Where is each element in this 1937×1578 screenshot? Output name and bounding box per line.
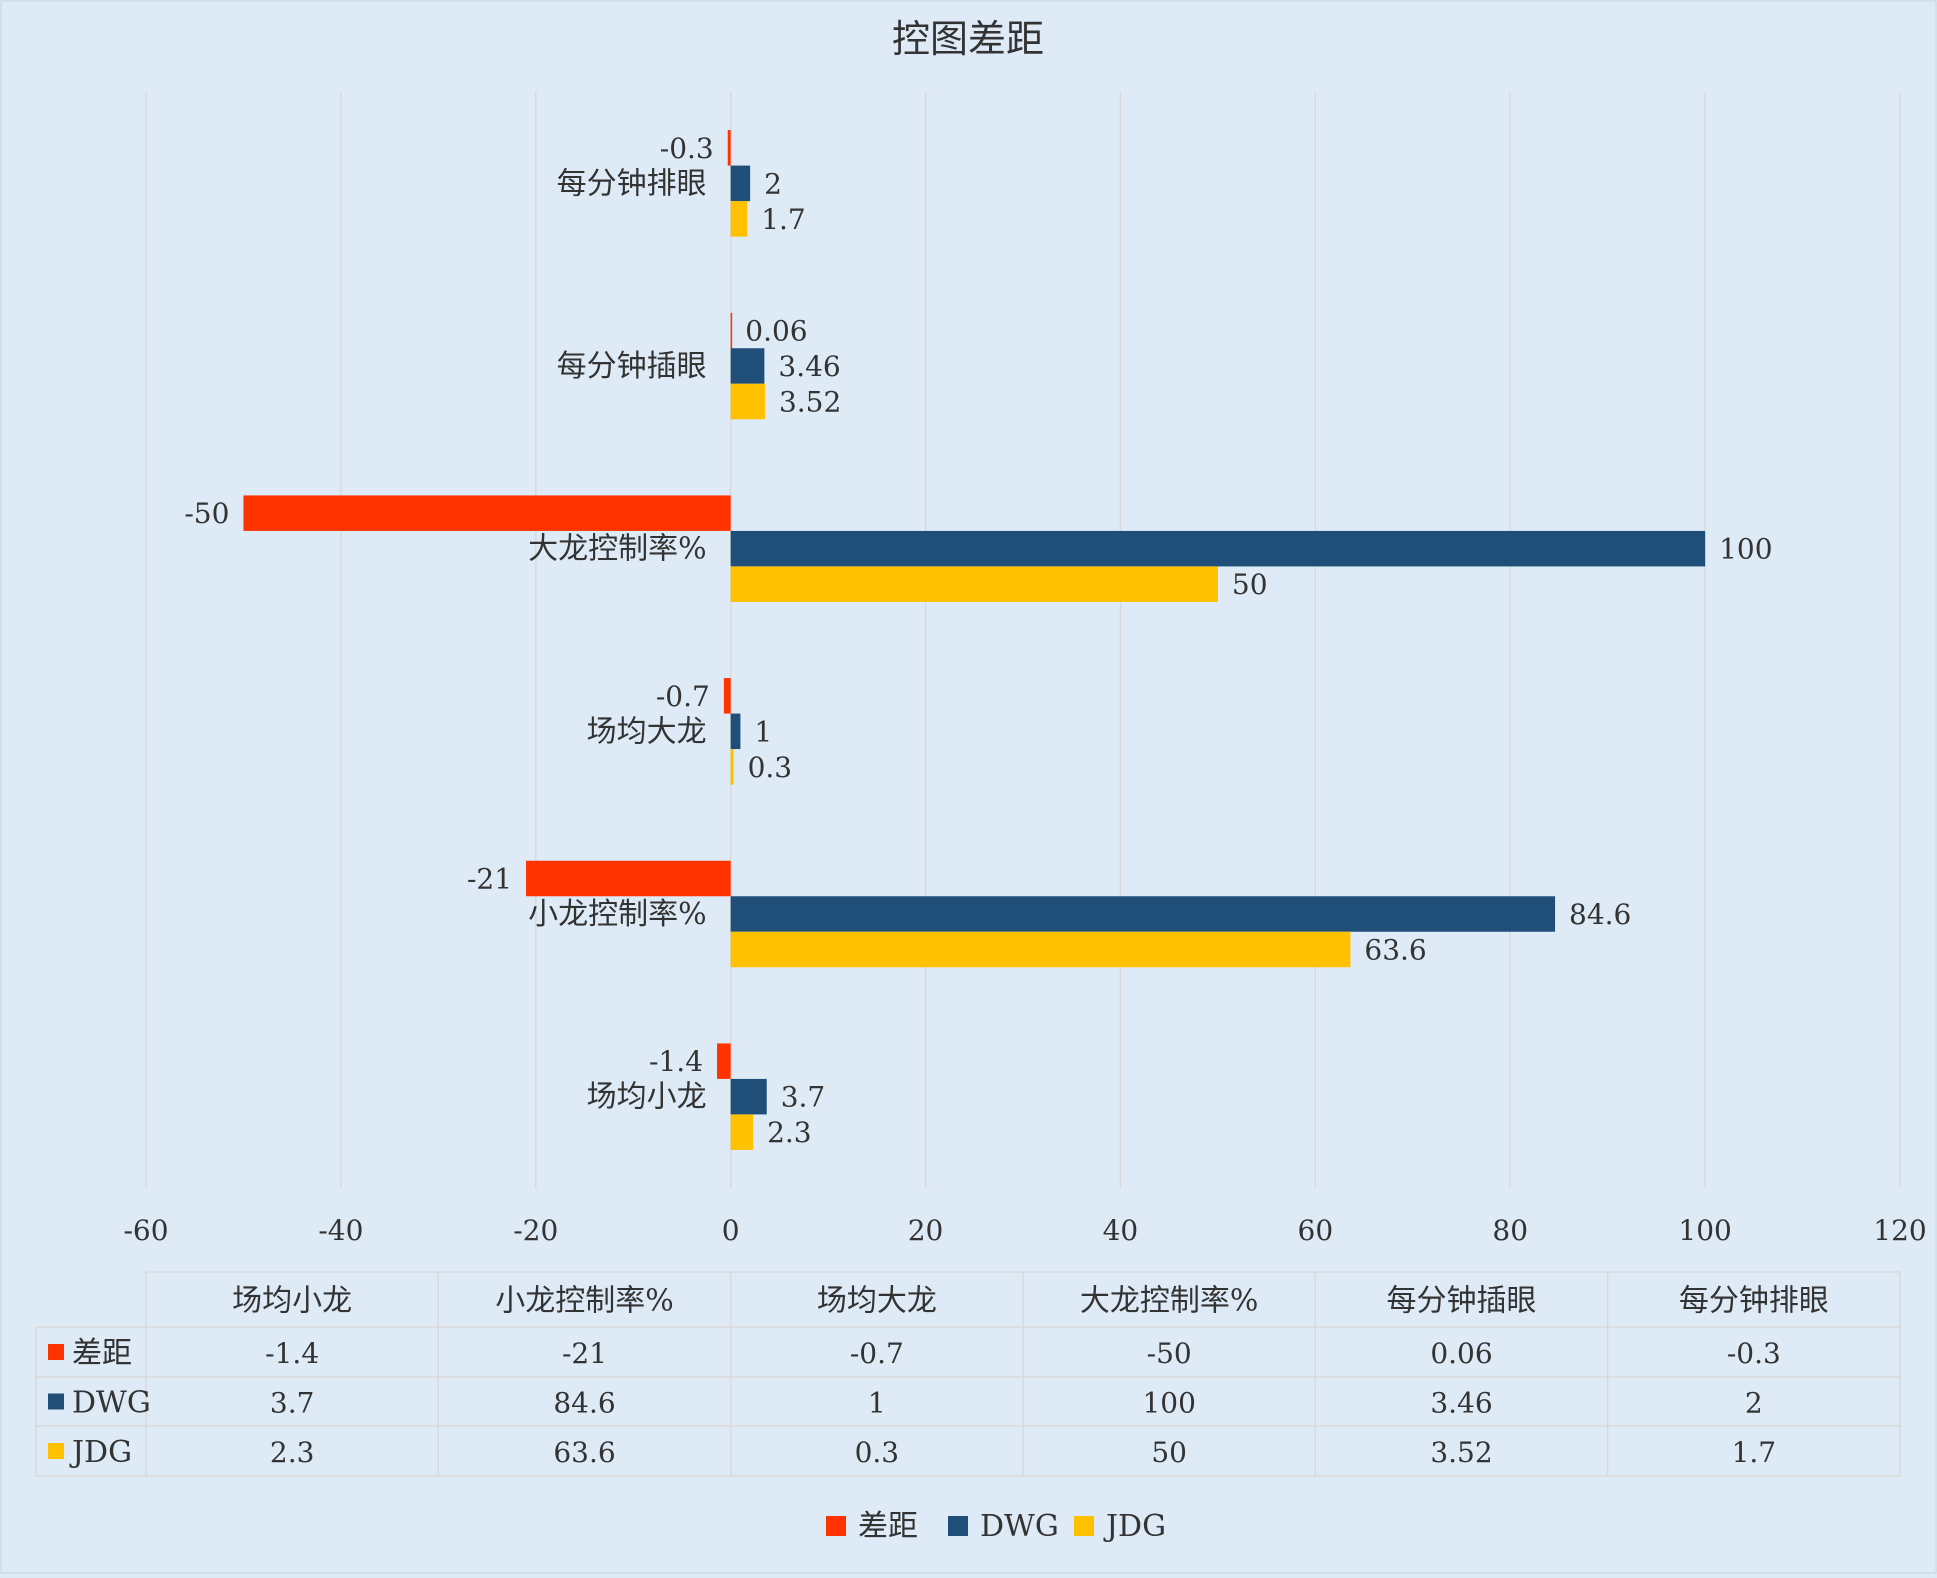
bar-差距-1 — [526, 860, 731, 897]
data-label: 50 — [1232, 568, 1268, 601]
data-label: -0.7 — [656, 680, 710, 713]
table-cell: 84.6 — [553, 1387, 615, 1420]
data-label: 3.46 — [778, 350, 840, 383]
bar-JDG-1 — [730, 931, 1351, 968]
legend: 差距 DWG JDG — [826, 1509, 1166, 1544]
data-label: 0.06 — [745, 315, 807, 348]
table-cell: -50 — [1147, 1337, 1192, 1370]
category-label: 场均大龙 — [587, 714, 707, 749]
table-header-cell: 每分钟排眼 — [1679, 1284, 1829, 1319]
legend-label: DWG — [980, 1509, 1059, 1544]
data-label: 2 — [764, 167, 782, 200]
data-label: -1.4 — [649, 1045, 703, 1078]
table-cell: 0.06 — [1430, 1337, 1492, 1370]
bar-DWG-2 — [730, 713, 741, 750]
bar-DWG-3 — [730, 530, 1706, 567]
table-cell: 50 — [1151, 1436, 1187, 1469]
bar-JDG-0 — [730, 1114, 754, 1150]
table-cell: 3.7 — [270, 1387, 315, 1420]
table-cell: -21 — [562, 1337, 607, 1370]
data-label: 2.3 — [767, 1116, 812, 1149]
table-header-cell: 场均小龙 — [232, 1284, 352, 1319]
x-tick-label: 40 — [1103, 1214, 1139, 1247]
bar-JDG-5 — [730, 201, 748, 237]
table-cell: 2 — [1745, 1387, 1763, 1420]
bar-DWG-0 — [730, 1078, 767, 1115]
data-label: 1.7 — [761, 203, 806, 236]
data-label: 84.6 — [1569, 898, 1631, 931]
data-label: -0.3 — [660, 132, 714, 165]
table-cell: -0.3 — [1727, 1337, 1781, 1370]
bar-JDG-4 — [730, 383, 765, 420]
table-header-cell: 小龙控制率% — [495, 1284, 674, 1319]
table-row-label: DWG — [72, 1386, 151, 1421]
x-tick-label: 100 — [1678, 1214, 1731, 1247]
x-tick-label: -20 — [513, 1214, 558, 1247]
table-row-label: JDG — [69, 1435, 132, 1470]
table-cell: 0.3 — [855, 1436, 900, 1469]
data-labels: -1.4 3.72.3 场均小龙 -21 84.6 63.6 小龙控制率% -0.7 10.3 场… — [184, 132, 1772, 1149]
data-label: 1 — [754, 715, 772, 748]
category-label: 每分钟排眼 — [557, 166, 707, 201]
table-legend-key-DWG — [48, 1393, 64, 1410]
table-cell: 2.3 — [270, 1436, 315, 1469]
bar-DWG-1 — [730, 896, 1556, 932]
bar-差距-0 — [717, 1043, 731, 1079]
category-label: 场均小龙 — [587, 1080, 707, 1115]
bar-DWG-4 — [730, 348, 765, 384]
x-tick-label: 60 — [1298, 1214, 1334, 1247]
x-tick-label: 0 — [722, 1214, 740, 1247]
bar-DWG-5 — [730, 165, 751, 202]
x-tick-label: 80 — [1492, 1214, 1528, 1247]
data-label: 0.3 — [748, 751, 793, 784]
table-cell: 3.46 — [1430, 1387, 1492, 1420]
data-label: 100 — [1719, 533, 1772, 566]
legend-label: 差距 — [858, 1509, 918, 1544]
table-cell: 1.7 — [1732, 1436, 1777, 1469]
table-legend-key-差距 — [48, 1344, 64, 1360]
bar-差距-2 — [723, 678, 731, 714]
bar-差距-3 — [243, 495, 731, 531]
table-cell: 63.6 — [553, 1436, 615, 1469]
data-label: 3.52 — [779, 386, 841, 419]
bars — [243, 130, 1706, 1150]
table-header-cell: 每分钟插眼 — [1387, 1284, 1537, 1319]
data-label: -50 — [184, 497, 229, 530]
x-tick-label: -40 — [318, 1214, 363, 1247]
legend-label: JDG — [1103, 1509, 1166, 1544]
x-tick-label: 20 — [908, 1214, 944, 1247]
data-label: 3.7 — [781, 1081, 826, 1114]
data-label: 63.6 — [1364, 934, 1426, 967]
table-row-label: 差距 — [72, 1336, 132, 1371]
x-axis: -60 -40 -20 0 20 40 60 80 100 120 — [123, 1214, 1926, 1247]
legend-key-JDG — [1074, 1516, 1094, 1536]
table-cell: -0.7 — [850, 1337, 904, 1370]
gridlines — [145, 92, 1901, 1188]
x-tick-label: -60 — [123, 1214, 168, 1247]
bar-JDG-2 — [730, 749, 734, 785]
legend-key-DWG — [948, 1516, 968, 1536]
legend-key-差距 — [826, 1516, 846, 1536]
data-label: -21 — [467, 863, 512, 896]
table-header-cell: 大龙控制率% — [1080, 1284, 1259, 1319]
table-cell: 1 — [868, 1387, 886, 1420]
chart-title: 控图差距 — [892, 17, 1044, 61]
table-cell: 100 — [1142, 1387, 1195, 1420]
x-tick-label: 120 — [1873, 1214, 1926, 1247]
table-header-cell: 场均大龙 — [817, 1284, 937, 1319]
bar-差距-5 — [727, 130, 731, 166]
table-legend-key-JDG — [48, 1443, 64, 1459]
category-label: 大龙控制率% — [528, 532, 707, 567]
bar-差距-4 — [730, 312, 733, 349]
table-cell: -1.4 — [265, 1337, 319, 1370]
table-cell: 3.52 — [1430, 1436, 1492, 1469]
category-label: 小龙控制率% — [528, 897, 707, 932]
category-label: 每分钟插眼 — [557, 349, 707, 384]
bar-JDG-3 — [730, 566, 1218, 602]
